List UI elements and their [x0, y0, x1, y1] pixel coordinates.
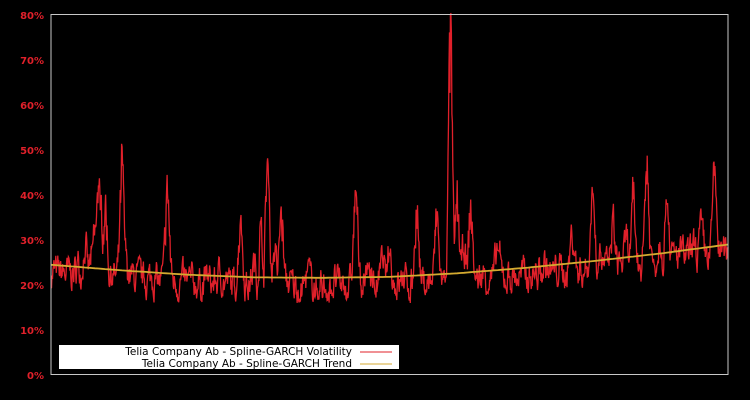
- trend-series-line: [50, 243, 729, 279]
- plot-area: [50, 13, 729, 304]
- y-tick-label: 70%: [20, 56, 44, 67]
- legend-label-volatility: Telia Company Ab - Spline-GARCH Volatili…: [124, 346, 352, 358]
- legend-box: [59, 345, 399, 369]
- volatility-series-line: [50, 13, 729, 304]
- legend-label-trend: Telia Company Ab - Spline-GARCH Trend: [141, 358, 352, 370]
- y-tick-label: 30%: [20, 236, 44, 247]
- y-tick-label: 0%: [27, 371, 44, 382]
- y-tick-label: 40%: [20, 191, 44, 202]
- y-axis-ticks: 0% 10% 20% 30% 40% 50% 60% 70% 80%: [20, 11, 44, 382]
- y-tick-label: 50%: [20, 146, 44, 157]
- legend: Telia Company Ab - Spline-GARCH Volatili…: [59, 345, 399, 370]
- y-tick-label: 20%: [20, 281, 44, 292]
- y-tick-label: 10%: [20, 326, 44, 337]
- y-tick-label: 80%: [20, 11, 44, 22]
- plot-frame: [50, 14, 729, 375]
- y-tick-label: 60%: [20, 101, 44, 112]
